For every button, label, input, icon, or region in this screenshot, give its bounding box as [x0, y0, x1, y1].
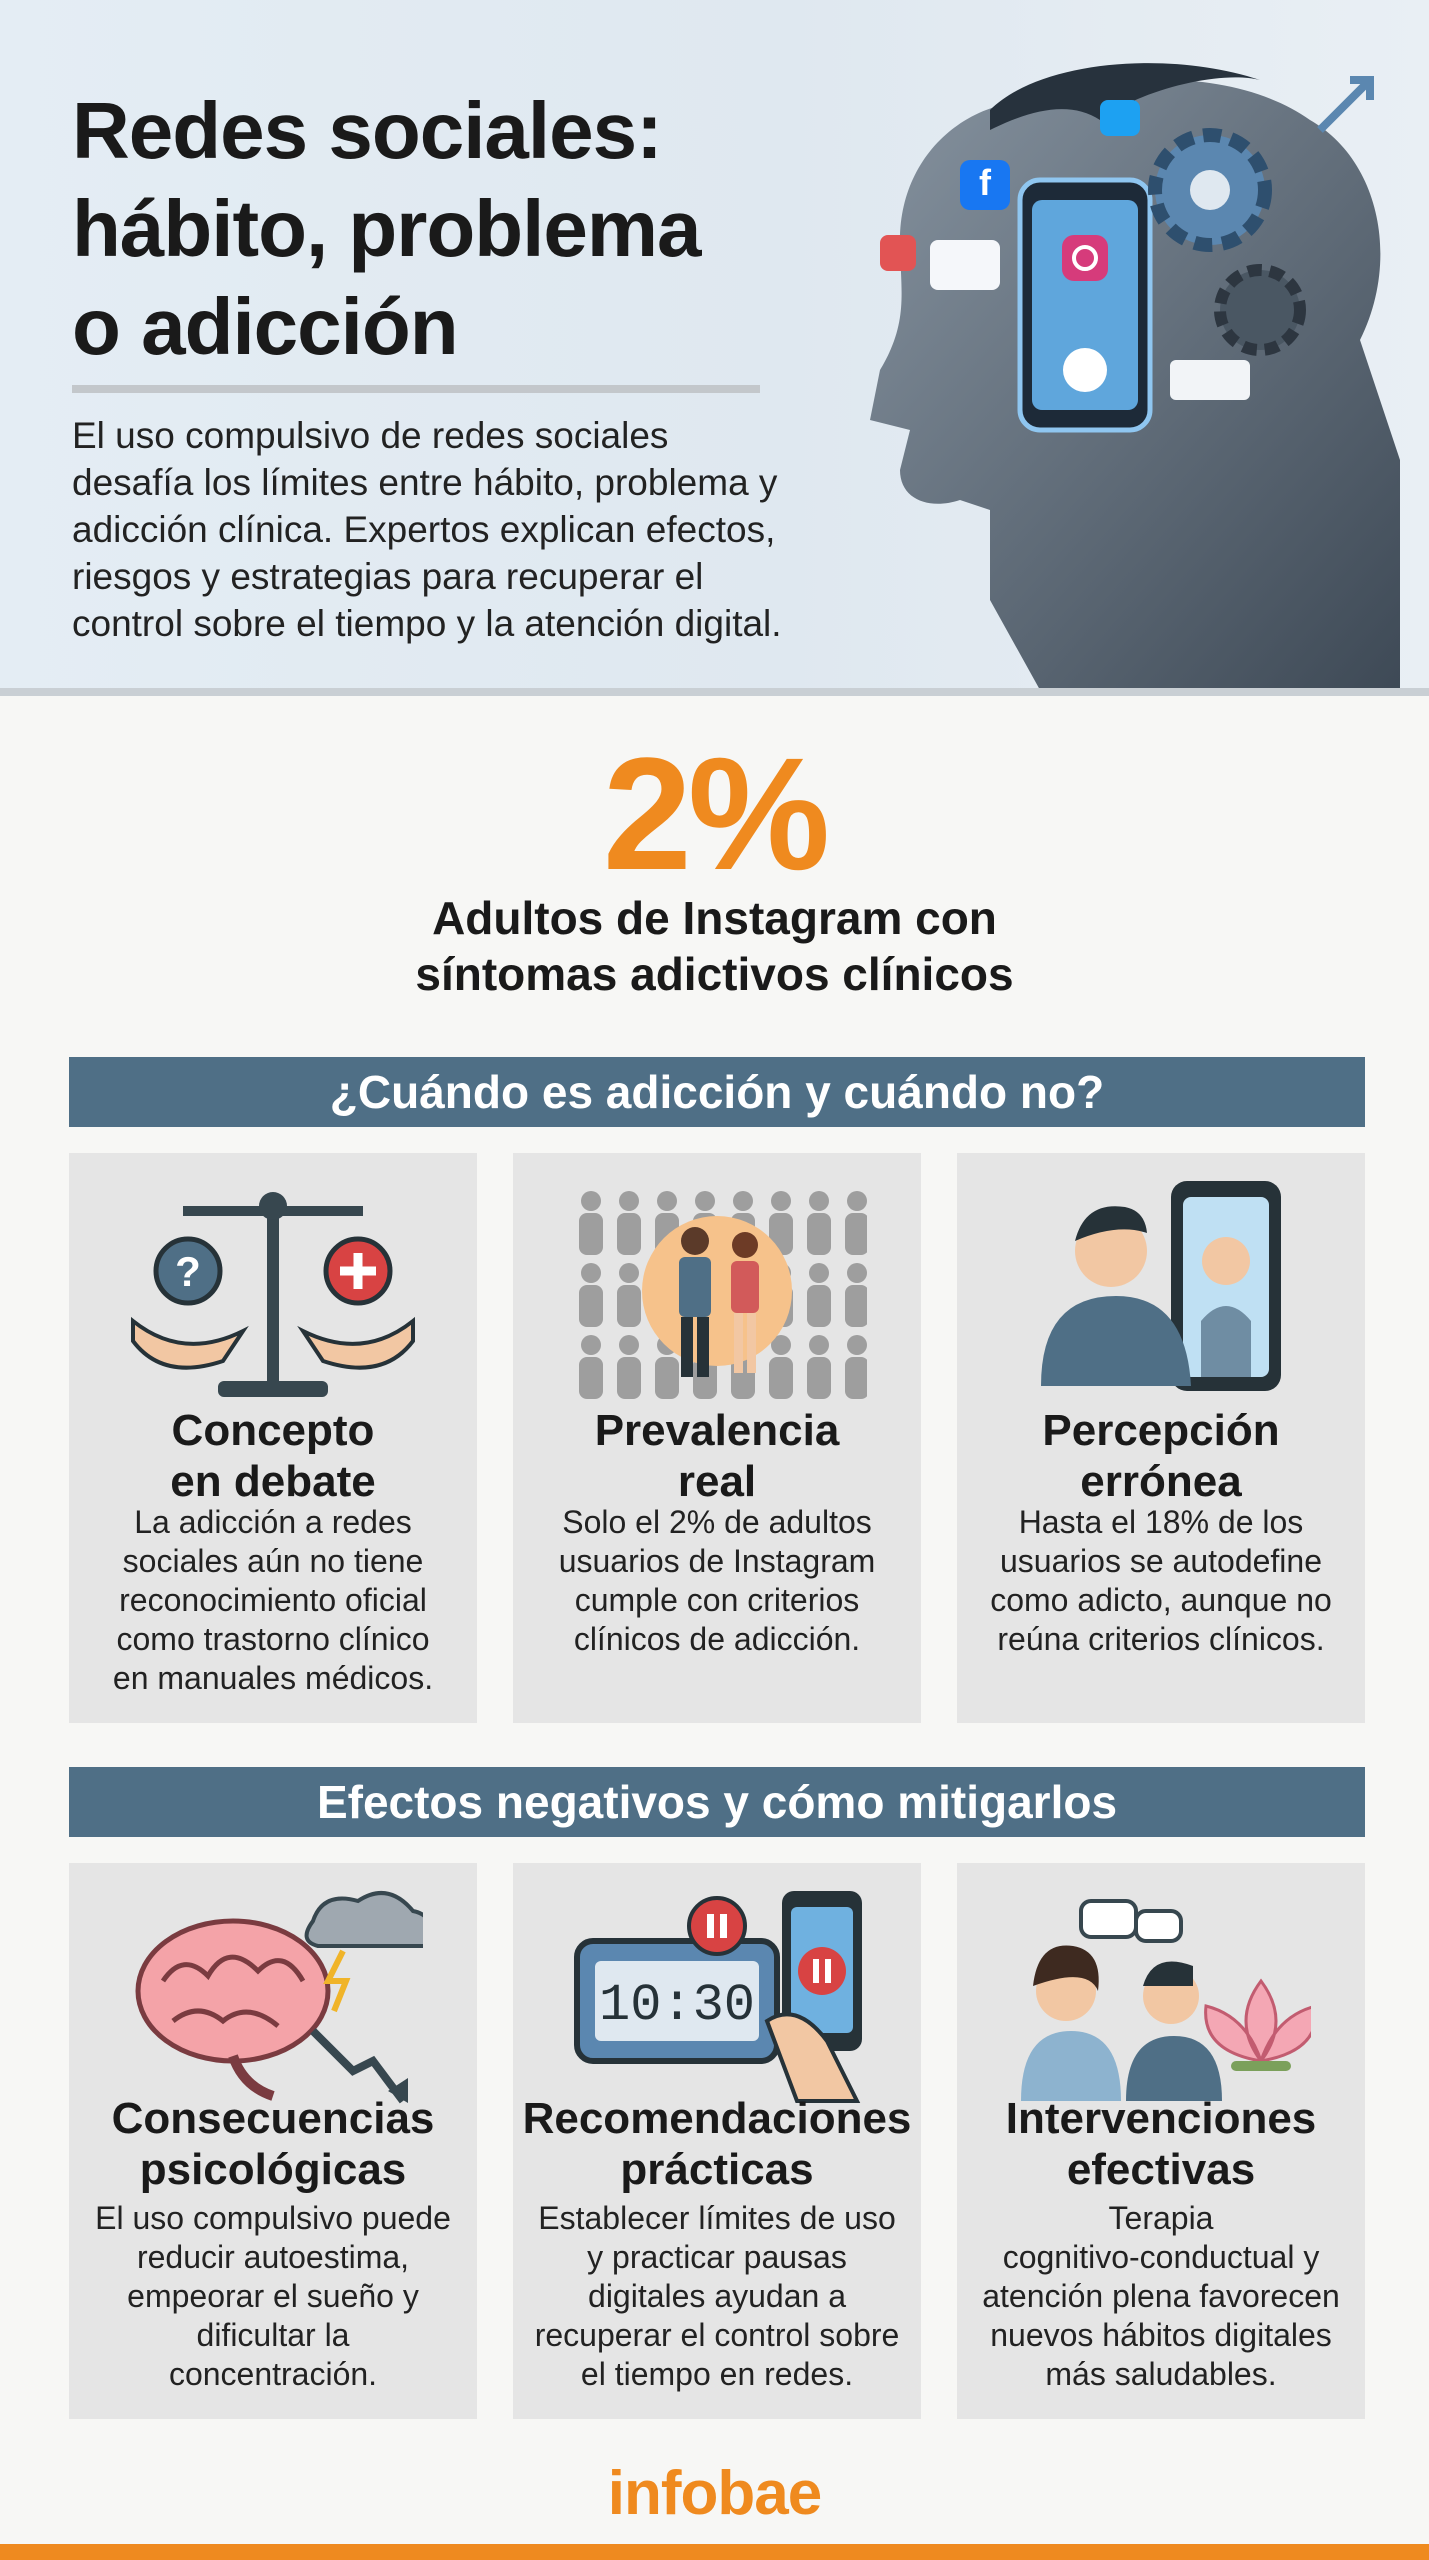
card-text: El uso compulsivo puede reducir autoesti…	[95, 2200, 451, 2392]
card-text: Solo el 2% de adultos usuarios de Instag…	[558, 1504, 876, 1657]
info-card: Prevalencia real Solo el 2% de adultos us…	[513, 1153, 921, 1723]
card-text: La adicción a redes sociales aún no tien…	[112, 1504, 434, 1696]
svg-text:f: f	[979, 162, 992, 203]
card-title: Concepto en debate	[170, 1406, 376, 1506]
card-text: Establecer límites de uso y practicar pa…	[534, 2200, 900, 2392]
card-title: Recomendaciones prácticas	[522, 2094, 912, 2194]
card-icon	[1021, 1899, 1311, 2101]
card-title: Consecuencias psicológicas	[111, 2094, 435, 2194]
title: Redes sociales: hábito, problema o adicc…	[72, 86, 702, 371]
card-title: Percepción errónea	[1042, 1406, 1280, 1506]
header-illustration: f	[870, 63, 1400, 690]
header-divider	[0, 688, 1429, 696]
info-card: 10:30 Recomendaciones prácticas Establecer…	[513, 1863, 921, 2419]
card-title: Intervenciones efectivas	[1005, 2094, 1317, 2194]
stat-value: 2%	[602, 724, 830, 903]
section-heading: ¿Cuándo es adicción y cuándo no?	[69, 1057, 1365, 1127]
info-card: ? Concepto en debate La adicción a redes s…	[69, 1153, 477, 1723]
card-icon: ?	[131, 1192, 415, 1397]
card-icon: 10:30	[574, 1891, 862, 2103]
card-text: Hasta el 18% de los usuarios se autodefi…	[990, 1504, 1332, 1657]
info-card: Consecuencias psicológicas El uso compuls…	[69, 1863, 477, 2419]
bottom-bar	[0, 2544, 1429, 2560]
logo: infobae	[607, 2459, 822, 2528]
title-underline	[72, 385, 760, 393]
stat-label: Adultos de Instagram con síntomas adicti…	[415, 892, 1014, 1000]
card-icon	[579, 1191, 867, 1399]
card-icon	[135, 1891, 423, 2104]
section-heading: Efectos negativos y cómo mitigarlos	[69, 1767, 1365, 1837]
card-text: Terapia cognitivo-conductual y atención …	[982, 2200, 1340, 2392]
card-title: Prevalencia real	[594, 1406, 840, 1506]
card-icon	[1041, 1181, 1281, 1391]
info-card: Intervenciones efectivas Terapia cognitiv…	[957, 1863, 1365, 2419]
svg-text:?: ?	[175, 1248, 201, 1295]
description: El uso compulsivo de redes sociales desa…	[72, 415, 782, 644]
info-card: Percepción errónea Hasta el 18% de los us…	[957, 1153, 1365, 1723]
svg-text:10:30: 10:30	[599, 1976, 755, 2035]
